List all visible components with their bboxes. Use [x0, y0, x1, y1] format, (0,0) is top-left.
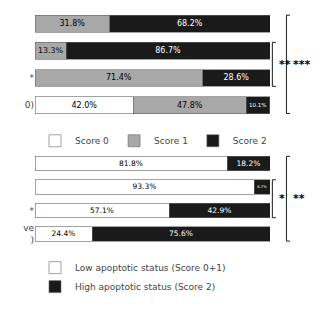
svg-text:42.0%: 42.0%	[71, 101, 97, 110]
svg-text:18.2%: 18.2%	[236, 159, 260, 168]
svg-text:81.8%: 81.8%	[119, 159, 143, 168]
svg-text:31.8%: 31.8%	[59, 19, 85, 28]
svg-text:68.2%: 68.2%	[177, 19, 203, 28]
svg-text:Low apoptotic status (Score 0+: Low apoptotic status (Score 0+1)	[75, 263, 226, 273]
svg-text:47.8%: 47.8%	[177, 101, 203, 110]
svg-text:10.1%: 10.1%	[249, 102, 266, 108]
svg-text:13.3%: 13.3%	[38, 46, 63, 55]
svg-text:*: *	[279, 192, 285, 205]
svg-text:Score 0: Score 0	[75, 136, 109, 146]
svg-text:ve): ve)	[23, 223, 34, 245]
svg-text:42.9%: 42.9%	[207, 206, 231, 215]
svg-text:*: *	[30, 206, 35, 216]
svg-text:0): 0)	[25, 100, 34, 110]
svg-text:Score 1: Score 1	[154, 136, 188, 146]
svg-text:**: **	[279, 58, 291, 71]
svg-text:28.6%: 28.6%	[223, 73, 249, 82]
svg-text:6.7%: 6.7%	[257, 185, 267, 189]
svg-text:86.7%: 86.7%	[155, 46, 181, 55]
svg-text:71.4%: 71.4%	[106, 73, 132, 82]
svg-text:**: **	[293, 192, 305, 205]
svg-text:75.6%: 75.6%	[169, 229, 193, 238]
svg-text:Score 2: Score 2	[233, 136, 267, 146]
svg-text:24.4%: 24.4%	[51, 229, 75, 238]
svg-text:93.3%: 93.3%	[132, 182, 156, 191]
svg-text:***: ***	[293, 58, 311, 71]
svg-text:*: *	[30, 73, 35, 83]
svg-text:57.1%: 57.1%	[90, 206, 114, 215]
svg-text:High apoptotic status (Score 2: High apoptotic status (Score 2)	[75, 282, 215, 292]
